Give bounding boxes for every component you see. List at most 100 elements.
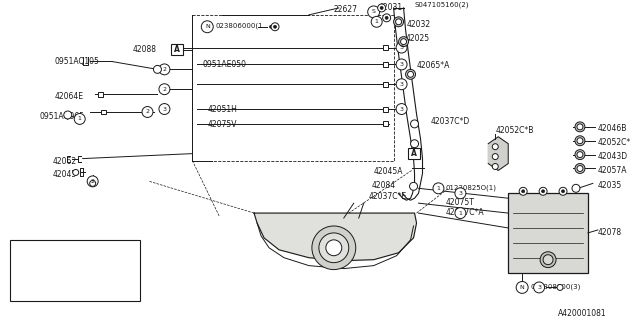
Circle shape xyxy=(575,136,585,146)
Text: S: S xyxy=(372,9,376,14)
Circle shape xyxy=(64,111,72,119)
Circle shape xyxy=(269,25,273,28)
Circle shape xyxy=(539,187,547,195)
Circle shape xyxy=(540,252,556,268)
Circle shape xyxy=(383,14,390,22)
Circle shape xyxy=(401,39,406,44)
Circle shape xyxy=(455,188,466,199)
Text: 1: 1 xyxy=(78,116,82,121)
Circle shape xyxy=(394,17,404,27)
Circle shape xyxy=(575,164,585,173)
Circle shape xyxy=(410,182,417,190)
Text: 3: 3 xyxy=(163,107,166,112)
Circle shape xyxy=(396,104,407,115)
Text: 42032: 42032 xyxy=(406,20,431,29)
Text: 023806000(1: 023806000(1 xyxy=(215,23,263,29)
Circle shape xyxy=(399,37,408,47)
Circle shape xyxy=(408,71,413,77)
Text: 42037C*E: 42037C*E xyxy=(369,192,407,201)
Text: A420001081: A420001081 xyxy=(558,309,607,318)
Circle shape xyxy=(202,21,213,33)
Text: N: N xyxy=(520,285,525,290)
Polygon shape xyxy=(488,137,508,171)
FancyBboxPatch shape xyxy=(383,121,388,126)
Text: 42062: 42062 xyxy=(53,156,77,165)
Text: 047406120(3): 047406120(3) xyxy=(47,245,101,255)
Circle shape xyxy=(319,233,349,263)
Circle shape xyxy=(492,154,499,160)
Text: 3: 3 xyxy=(399,62,404,67)
Circle shape xyxy=(35,245,45,255)
Circle shape xyxy=(492,164,499,170)
Text: 42037C*A: 42037C*A xyxy=(445,208,484,217)
Text: 1: 1 xyxy=(375,19,379,24)
Text: 2: 2 xyxy=(145,109,150,115)
Circle shape xyxy=(385,16,388,19)
Text: 42045A: 42045A xyxy=(374,166,403,175)
Text: 3: 3 xyxy=(458,191,462,196)
FancyBboxPatch shape xyxy=(172,44,183,55)
Text: 0951AE050: 0951AE050 xyxy=(202,60,246,69)
Text: 42043D: 42043D xyxy=(598,152,628,161)
Circle shape xyxy=(396,19,401,25)
Circle shape xyxy=(561,190,564,193)
Text: 42075T: 42075T xyxy=(445,198,474,207)
Circle shape xyxy=(154,65,161,73)
FancyBboxPatch shape xyxy=(383,82,388,87)
Circle shape xyxy=(575,150,585,160)
FancyBboxPatch shape xyxy=(98,92,103,97)
Text: 3: 3 xyxy=(399,107,404,112)
FancyBboxPatch shape xyxy=(10,240,140,301)
FancyBboxPatch shape xyxy=(383,45,388,50)
Circle shape xyxy=(74,114,85,124)
Text: 0951AQ065: 0951AQ065 xyxy=(40,112,85,121)
Text: N: N xyxy=(205,24,210,29)
Circle shape xyxy=(541,190,545,193)
Polygon shape xyxy=(254,213,417,261)
Text: 3: 3 xyxy=(399,82,404,87)
Text: 42035: 42035 xyxy=(598,181,622,190)
Circle shape xyxy=(410,140,419,148)
Circle shape xyxy=(577,138,583,144)
Text: 42084: 42084 xyxy=(372,181,396,190)
Text: 3: 3 xyxy=(399,45,404,50)
Circle shape xyxy=(15,265,27,276)
Text: 023808000(3): 023808000(3) xyxy=(530,284,580,290)
Text: 3: 3 xyxy=(19,288,23,294)
Circle shape xyxy=(312,226,356,269)
Circle shape xyxy=(15,285,27,297)
Circle shape xyxy=(559,187,567,195)
FancyBboxPatch shape xyxy=(101,109,106,115)
Text: 2: 2 xyxy=(163,87,166,92)
Circle shape xyxy=(572,184,580,192)
Text: A: A xyxy=(175,45,180,54)
Circle shape xyxy=(396,59,407,70)
Circle shape xyxy=(159,64,170,75)
Circle shape xyxy=(159,104,170,115)
Circle shape xyxy=(406,69,415,79)
Circle shape xyxy=(534,282,545,293)
Circle shape xyxy=(577,165,583,172)
Text: 42037C*C: 42037C*C xyxy=(35,266,74,275)
Text: 0951AQ105: 0951AQ105 xyxy=(55,58,100,67)
Text: 42037C*D: 42037C*D xyxy=(431,117,470,126)
Text: 42046B: 42046B xyxy=(598,124,627,133)
Text: 42075V: 42075V xyxy=(207,120,237,129)
Text: 1: 1 xyxy=(19,247,23,253)
Circle shape xyxy=(396,79,407,90)
Circle shape xyxy=(410,120,419,128)
Circle shape xyxy=(87,176,98,187)
Circle shape xyxy=(73,170,79,175)
Text: A: A xyxy=(411,149,417,158)
Circle shape xyxy=(577,152,583,157)
Circle shape xyxy=(380,6,383,9)
Text: 42052C*: 42052C* xyxy=(598,138,631,147)
Circle shape xyxy=(522,190,525,193)
Circle shape xyxy=(543,255,553,265)
Circle shape xyxy=(396,42,407,53)
Circle shape xyxy=(15,244,27,256)
Circle shape xyxy=(142,107,153,117)
Text: 42045: 42045 xyxy=(53,171,77,180)
Text: 42031: 42031 xyxy=(379,3,403,12)
Text: S047105160(2): S047105160(2) xyxy=(415,2,469,9)
